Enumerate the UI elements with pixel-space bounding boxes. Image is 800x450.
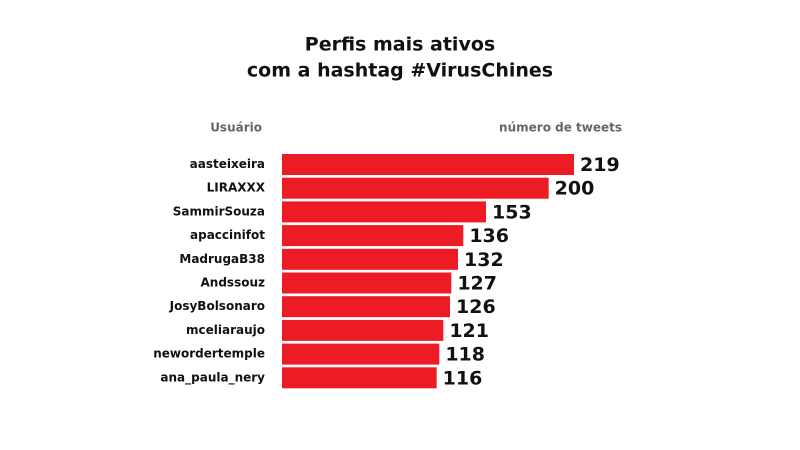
category-label: aasteixeira bbox=[190, 157, 265, 171]
bar bbox=[282, 177, 549, 199]
value-label: 132 bbox=[464, 249, 504, 271]
value-label: 219 bbox=[580, 154, 620, 176]
bar bbox=[282, 343, 440, 365]
category-label: mceliaraujo bbox=[186, 323, 265, 337]
category-label: JosyBolsonaro bbox=[169, 299, 265, 313]
bar bbox=[282, 367, 437, 389]
bar bbox=[282, 154, 574, 175]
bar bbox=[282, 319, 444, 341]
bar bbox=[282, 225, 464, 247]
category-label: apaccinifot bbox=[190, 228, 265, 242]
value-label: 127 bbox=[457, 273, 497, 295]
value-label: 136 bbox=[469, 225, 509, 247]
category-header: Usuário bbox=[210, 121, 262, 135]
chart-title: Perfis mais ativos bbox=[305, 34, 495, 56]
bar bbox=[282, 248, 458, 270]
chart-title: com a hashtag #VirusChines bbox=[247, 60, 553, 82]
category-label: ana_paula_nery bbox=[160, 370, 265, 385]
bar bbox=[282, 201, 486, 223]
value-label: 126 bbox=[456, 296, 496, 318]
value-label: 153 bbox=[492, 201, 532, 223]
value-label: 200 bbox=[555, 178, 595, 200]
value-header: número de tweets bbox=[499, 121, 622, 135]
category-label: LIRAXXX bbox=[207, 181, 266, 195]
value-label: 121 bbox=[449, 320, 489, 342]
category-label: MadrugaB38 bbox=[179, 252, 265, 266]
category-label: Andssouz bbox=[201, 276, 265, 290]
category-label: SammirSouza bbox=[173, 204, 265, 218]
category-label: newordertemple bbox=[153, 347, 265, 361]
bar bbox=[282, 272, 452, 294]
value-label: 118 bbox=[445, 344, 485, 366]
value-label: 116 bbox=[443, 367, 483, 389]
bar bbox=[282, 296, 450, 318]
